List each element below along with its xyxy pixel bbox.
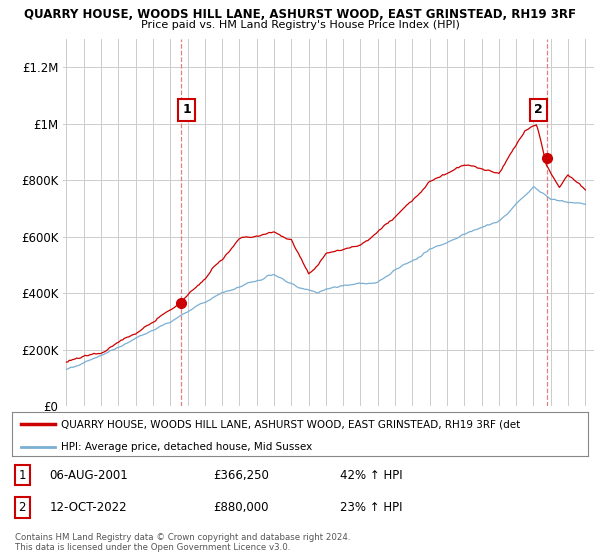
Text: 42% ↑ HPI: 42% ↑ HPI (340, 469, 403, 482)
Text: 2: 2 (534, 103, 542, 116)
Text: 12-OCT-2022: 12-OCT-2022 (49, 501, 127, 514)
Text: QUARRY HOUSE, WOODS HILL LANE, ASHURST WOOD, EAST GRINSTEAD, RH19 3RF (det: QUARRY HOUSE, WOODS HILL LANE, ASHURST W… (61, 419, 520, 429)
Text: 06-AUG-2001: 06-AUG-2001 (49, 469, 128, 482)
Text: HPI: Average price, detached house, Mid Sussex: HPI: Average price, detached house, Mid … (61, 441, 312, 451)
Text: QUARRY HOUSE, WOODS HILL LANE, ASHURST WOOD, EAST GRINSTEAD, RH19 3RF: QUARRY HOUSE, WOODS HILL LANE, ASHURST W… (24, 8, 576, 21)
Text: 1: 1 (19, 469, 26, 482)
Text: 1: 1 (182, 103, 191, 116)
Text: 2: 2 (19, 501, 26, 514)
Text: Contains HM Land Registry data © Crown copyright and database right 2024.: Contains HM Land Registry data © Crown c… (15, 533, 350, 542)
Text: This data is licensed under the Open Government Licence v3.0.: This data is licensed under the Open Gov… (15, 543, 290, 552)
Text: £366,250: £366,250 (214, 469, 269, 482)
Text: 23% ↑ HPI: 23% ↑ HPI (340, 501, 403, 514)
Text: Price paid vs. HM Land Registry's House Price Index (HPI): Price paid vs. HM Land Registry's House … (140, 20, 460, 30)
Text: £880,000: £880,000 (214, 501, 269, 514)
